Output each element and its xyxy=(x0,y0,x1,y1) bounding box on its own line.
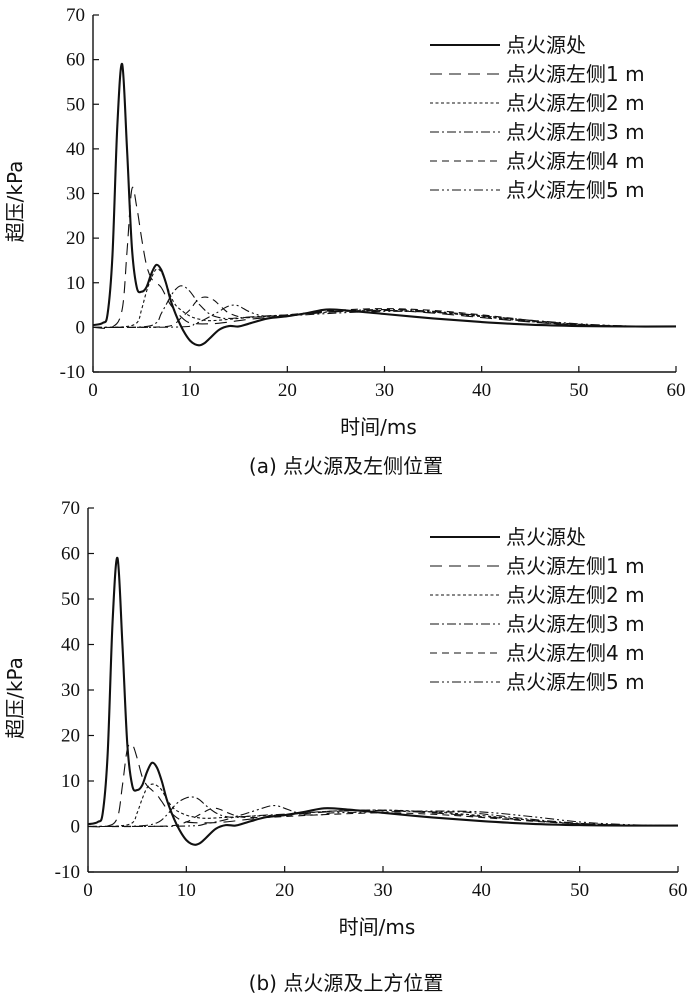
x-tick-label: 50 xyxy=(569,380,588,401)
legend-label: 点火源处 xyxy=(506,525,586,549)
x-tick-label: 40 xyxy=(472,880,491,901)
x-tick-label: 20 xyxy=(275,880,294,901)
y-tick-label: 0 xyxy=(76,317,86,338)
y-tick-label: 20 xyxy=(61,726,80,747)
x-tick-label: 40 xyxy=(472,380,491,401)
y-tick-label: 30 xyxy=(61,680,80,701)
y-tick-label: 20 xyxy=(66,228,85,249)
y-tick-label: 60 xyxy=(61,544,80,565)
chart-b: 0 10 20 30 40 50 60-10010203040506070时间/ms超压/k… xyxy=(3,498,688,995)
x-tick-label: 30 xyxy=(374,880,393,901)
legend-label: 点火源左侧2 m xyxy=(506,91,645,115)
x-tick-label: 0 xyxy=(88,380,98,401)
x-axis-label: 时间/ms xyxy=(339,915,416,939)
legend-label: 点火源左侧4 m xyxy=(506,149,645,173)
legend-label: 点火源左侧1 m xyxy=(506,554,645,578)
x-tick-label: 0 xyxy=(83,880,93,901)
x-tick-label: 20 xyxy=(278,380,297,401)
x-tick-label: 10 xyxy=(177,880,196,901)
x-tick-label: 50 xyxy=(570,880,589,901)
y-tick-label: 60 xyxy=(66,50,85,71)
series-line xyxy=(87,783,679,828)
series-line xyxy=(92,304,677,328)
y-tick-label: 40 xyxy=(61,635,80,656)
figure-caption: (a) 点火源及左侧位置 xyxy=(249,454,443,478)
y-axis-label: 超压/kPa xyxy=(3,161,27,243)
series-line xyxy=(87,807,679,828)
y-tick-label: -10 xyxy=(60,362,85,383)
series-line xyxy=(92,285,677,328)
y-tick-label: 10 xyxy=(61,771,80,792)
legend-label: 点火源左侧3 m xyxy=(506,612,645,636)
x-tick-label: 60 xyxy=(667,380,686,401)
legend-label: 点火源左侧4 m xyxy=(506,641,645,665)
legend-label: 点火源左侧5 m xyxy=(506,670,645,694)
x-tick-label: 30 xyxy=(375,380,394,401)
legend-label: 点火源处 xyxy=(506,33,586,57)
legend-label: 点火源左侧1 m xyxy=(506,62,645,86)
chart-a: 0 10 20 30 40 50 60-10010203040506070时间/ms超压/k… xyxy=(3,5,686,478)
x-axis-label: 时间/ms xyxy=(340,415,417,439)
y-tick-label: 50 xyxy=(66,94,85,115)
y-tick-label: 70 xyxy=(61,498,80,519)
x-tick-label: 10 xyxy=(181,380,200,401)
series-line xyxy=(92,268,677,328)
y-tick-label: -10 xyxy=(55,862,80,883)
y-tick-label: 70 xyxy=(66,5,85,26)
y-tick-label: 10 xyxy=(66,273,85,294)
y-tick-label: 40 xyxy=(66,139,85,160)
series-line xyxy=(87,796,679,828)
y-tick-label: 0 xyxy=(71,817,81,838)
legend-label: 点火源左侧2 m xyxy=(506,583,645,607)
y-tick-label: 50 xyxy=(61,589,80,610)
x-tick-label: 60 xyxy=(669,880,688,901)
series-line xyxy=(87,805,679,828)
y-tick-label: 30 xyxy=(66,184,85,205)
series-line xyxy=(92,186,677,329)
figure-caption: (b) 点火源及上方位置 xyxy=(249,971,444,995)
series-line xyxy=(87,743,679,828)
legend-label: 点火源左侧3 m xyxy=(506,120,645,144)
legend-label: 点火源左侧5 m xyxy=(506,178,645,202)
y-axis-label: 超压/kPa xyxy=(3,657,27,739)
